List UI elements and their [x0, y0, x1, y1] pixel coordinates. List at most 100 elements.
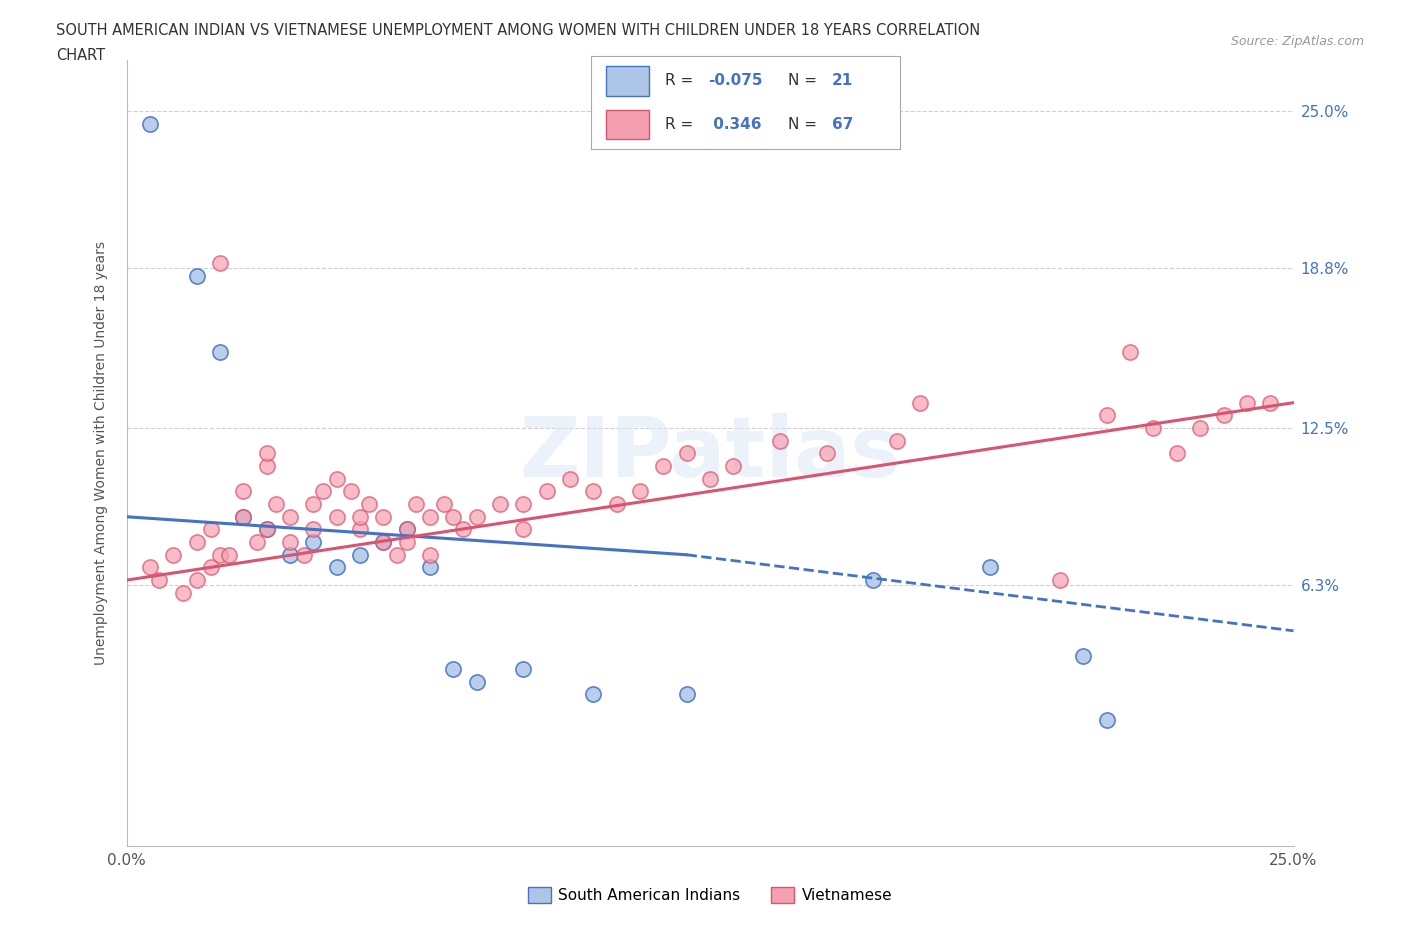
Point	[186, 269, 208, 284]
Point	[489, 497, 512, 512]
Point	[256, 522, 278, 537]
Point	[359, 497, 381, 512]
Point	[162, 548, 184, 563]
Point	[628, 484, 651, 498]
Point	[451, 522, 474, 537]
FancyBboxPatch shape	[606, 110, 650, 140]
Text: R =: R =	[665, 73, 697, 88]
Point	[200, 560, 222, 575]
Point	[419, 510, 441, 525]
Point	[349, 548, 371, 563]
Text: CHART: CHART	[56, 48, 105, 63]
Point	[200, 522, 222, 537]
Point	[246, 535, 269, 550]
Text: Source: ZipAtlas.com: Source: ZipAtlas.com	[1230, 35, 1364, 48]
Point	[208, 548, 231, 563]
Point	[172, 585, 194, 600]
Point	[256, 522, 278, 537]
Point	[1166, 446, 1188, 461]
Point	[908, 395, 931, 410]
Point	[723, 458, 745, 473]
Point	[441, 510, 464, 525]
Point	[139, 560, 162, 575]
Point	[278, 510, 301, 525]
Point	[465, 674, 488, 689]
Point	[1073, 649, 1095, 664]
Point	[325, 510, 347, 525]
Text: N =: N =	[789, 117, 823, 132]
Point	[1142, 420, 1164, 435]
Point	[465, 510, 488, 525]
Point	[419, 548, 441, 563]
Point	[606, 497, 628, 512]
Point	[419, 560, 441, 575]
Point	[373, 535, 395, 550]
Point	[979, 560, 1001, 575]
Point	[148, 573, 170, 588]
Point	[349, 510, 371, 525]
Point	[292, 548, 315, 563]
Text: ZIPatlas: ZIPatlas	[520, 413, 900, 494]
Point	[536, 484, 558, 498]
Point	[186, 573, 208, 588]
Point	[339, 484, 361, 498]
Point	[433, 497, 456, 512]
Point	[675, 686, 697, 701]
Point	[232, 484, 254, 498]
Text: -0.075: -0.075	[709, 73, 762, 88]
Point	[441, 661, 464, 676]
Point	[886, 433, 908, 448]
Point	[373, 535, 395, 550]
Point	[558, 472, 581, 486]
Text: SOUTH AMERICAN INDIAN VS VIETNAMESE UNEMPLOYMENT AMONG WOMEN WITH CHILDREN UNDER: SOUTH AMERICAN INDIAN VS VIETNAMESE UNEM…	[56, 23, 980, 38]
Point	[1212, 408, 1234, 423]
Point	[264, 497, 287, 512]
Point	[256, 458, 278, 473]
Point	[675, 446, 697, 461]
Point	[512, 522, 534, 537]
Point	[218, 548, 240, 563]
Point	[208, 256, 231, 271]
Point	[232, 510, 254, 525]
Point	[278, 535, 301, 550]
Text: R =: R =	[665, 117, 697, 132]
Point	[652, 458, 675, 473]
Point	[1236, 395, 1258, 410]
Point	[139, 116, 162, 131]
Point	[582, 686, 605, 701]
Point	[512, 497, 534, 512]
Text: 21: 21	[832, 73, 853, 88]
Point	[302, 497, 325, 512]
Point	[325, 472, 347, 486]
Point	[232, 510, 254, 525]
FancyBboxPatch shape	[606, 66, 650, 96]
Y-axis label: Unemployment Among Women with Children Under 18 years: Unemployment Among Women with Children U…	[94, 242, 108, 665]
Point	[302, 535, 325, 550]
Point	[395, 522, 418, 537]
Text: 0.346: 0.346	[709, 117, 762, 132]
Point	[1119, 344, 1142, 359]
Point	[395, 522, 418, 537]
Point	[278, 548, 301, 563]
Point	[1189, 420, 1212, 435]
Point	[1095, 408, 1118, 423]
Point	[1258, 395, 1281, 410]
Point	[815, 446, 838, 461]
Point	[325, 560, 347, 575]
Point	[1049, 573, 1071, 588]
Point	[256, 446, 278, 461]
Point	[769, 433, 792, 448]
Point	[1095, 712, 1118, 727]
Point	[311, 484, 333, 498]
Point	[349, 522, 371, 537]
Point	[208, 344, 231, 359]
Point	[512, 661, 534, 676]
Point	[582, 484, 605, 498]
Legend: South American Indians, Vietnamese: South American Indians, Vietnamese	[522, 882, 898, 910]
Point	[302, 522, 325, 537]
Point	[862, 573, 884, 588]
Point	[387, 548, 409, 563]
Text: 67: 67	[832, 117, 853, 132]
Point	[395, 535, 418, 550]
Point	[186, 535, 208, 550]
